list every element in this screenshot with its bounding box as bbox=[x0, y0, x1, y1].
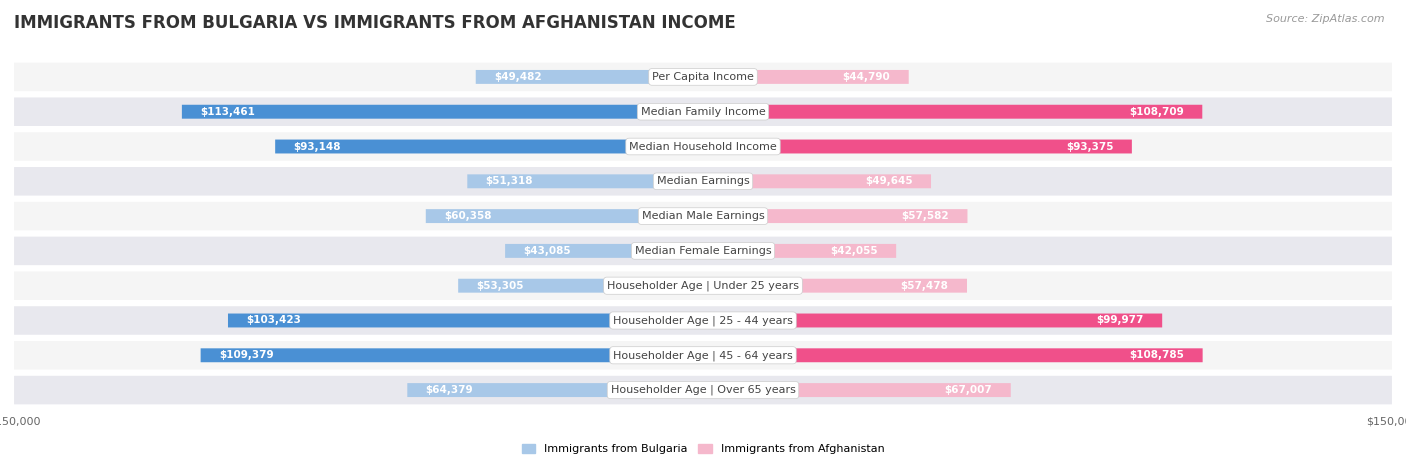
FancyBboxPatch shape bbox=[14, 167, 1392, 196]
FancyBboxPatch shape bbox=[181, 105, 703, 119]
Text: Householder Age | Over 65 years: Householder Age | Over 65 years bbox=[610, 385, 796, 396]
Text: Source: ZipAtlas.com: Source: ZipAtlas.com bbox=[1267, 14, 1385, 24]
Text: $53,305: $53,305 bbox=[477, 281, 524, 290]
FancyBboxPatch shape bbox=[228, 313, 703, 327]
FancyBboxPatch shape bbox=[703, 313, 1163, 327]
Text: Median Earnings: Median Earnings bbox=[657, 177, 749, 186]
Text: $49,482: $49,482 bbox=[494, 72, 541, 82]
Text: $93,148: $93,148 bbox=[294, 142, 342, 151]
Text: $42,055: $42,055 bbox=[830, 246, 877, 256]
FancyBboxPatch shape bbox=[276, 140, 703, 154]
Text: $108,709: $108,709 bbox=[1129, 107, 1184, 117]
Text: Householder Age | 25 - 44 years: Householder Age | 25 - 44 years bbox=[613, 315, 793, 326]
Text: $103,423: $103,423 bbox=[246, 316, 301, 325]
Text: $44,790: $44,790 bbox=[842, 72, 890, 82]
Text: $113,461: $113,461 bbox=[200, 107, 254, 117]
Text: $60,358: $60,358 bbox=[444, 211, 492, 221]
FancyBboxPatch shape bbox=[703, 140, 1132, 154]
Text: Median Family Income: Median Family Income bbox=[641, 107, 765, 117]
Text: IMMIGRANTS FROM BULGARIA VS IMMIGRANTS FROM AFGHANISTAN INCOME: IMMIGRANTS FROM BULGARIA VS IMMIGRANTS F… bbox=[14, 14, 735, 32]
Text: Median Female Earnings: Median Female Earnings bbox=[634, 246, 772, 256]
FancyBboxPatch shape bbox=[14, 63, 1392, 91]
FancyBboxPatch shape bbox=[703, 174, 931, 188]
Text: $108,785: $108,785 bbox=[1129, 350, 1184, 360]
FancyBboxPatch shape bbox=[703, 105, 1202, 119]
Text: Median Male Earnings: Median Male Earnings bbox=[641, 211, 765, 221]
Text: Householder Age | Under 25 years: Householder Age | Under 25 years bbox=[607, 281, 799, 291]
Text: Per Capita Income: Per Capita Income bbox=[652, 72, 754, 82]
FancyBboxPatch shape bbox=[703, 348, 1202, 362]
FancyBboxPatch shape bbox=[467, 174, 703, 188]
FancyBboxPatch shape bbox=[703, 279, 967, 293]
FancyBboxPatch shape bbox=[14, 237, 1392, 265]
FancyBboxPatch shape bbox=[505, 244, 703, 258]
FancyBboxPatch shape bbox=[426, 209, 703, 223]
FancyBboxPatch shape bbox=[14, 341, 1392, 369]
FancyBboxPatch shape bbox=[703, 244, 896, 258]
FancyBboxPatch shape bbox=[703, 209, 967, 223]
FancyBboxPatch shape bbox=[703, 383, 1011, 397]
Text: $67,007: $67,007 bbox=[945, 385, 993, 395]
Text: $49,645: $49,645 bbox=[865, 177, 912, 186]
Text: Median Household Income: Median Household Income bbox=[628, 142, 778, 151]
Text: $57,582: $57,582 bbox=[901, 211, 949, 221]
FancyBboxPatch shape bbox=[14, 202, 1392, 230]
Text: $43,085: $43,085 bbox=[523, 246, 571, 256]
Text: $99,977: $99,977 bbox=[1097, 316, 1144, 325]
FancyBboxPatch shape bbox=[458, 279, 703, 293]
Text: Householder Age | 45 - 64 years: Householder Age | 45 - 64 years bbox=[613, 350, 793, 361]
Text: $64,379: $64,379 bbox=[426, 385, 474, 395]
FancyBboxPatch shape bbox=[703, 70, 908, 84]
Legend: Immigrants from Bulgaria, Immigrants from Afghanistan: Immigrants from Bulgaria, Immigrants fro… bbox=[517, 439, 889, 459]
FancyBboxPatch shape bbox=[14, 271, 1392, 300]
FancyBboxPatch shape bbox=[14, 98, 1392, 126]
FancyBboxPatch shape bbox=[14, 376, 1392, 404]
FancyBboxPatch shape bbox=[14, 132, 1392, 161]
Text: $109,379: $109,379 bbox=[219, 350, 274, 360]
FancyBboxPatch shape bbox=[201, 348, 703, 362]
FancyBboxPatch shape bbox=[14, 306, 1392, 335]
FancyBboxPatch shape bbox=[475, 70, 703, 84]
FancyBboxPatch shape bbox=[408, 383, 703, 397]
Text: $57,478: $57,478 bbox=[901, 281, 949, 290]
Text: $51,318: $51,318 bbox=[485, 177, 533, 186]
Text: $93,375: $93,375 bbox=[1066, 142, 1114, 151]
